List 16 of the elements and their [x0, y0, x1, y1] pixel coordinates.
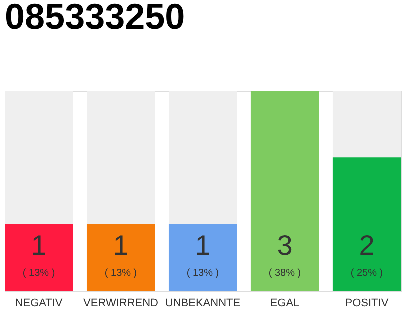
x-tick-label: UNBEKANNTE [165, 298, 241, 310]
data-label: 1 [113, 230, 129, 261]
data-label: 1 [31, 230, 47, 261]
x-tick-label: POSITIV [345, 298, 390, 310]
chart-title: 085333250 [5, 0, 186, 37]
annotation: ( 13% ) [22, 268, 56, 279]
data-label: 3 [277, 230, 293, 261]
data-label: 1 [195, 230, 211, 261]
annotation: ( 38% ) [268, 268, 302, 279]
annotation: ( 13% ) [104, 268, 138, 279]
x-tick-label: EGAL [270, 298, 300, 310]
annotation: ( 25% ) [350, 268, 384, 279]
x-tick-label: NEGATIV [15, 298, 64, 310]
data-label: 2 [359, 230, 375, 261]
x-tick-label: VERWIRREND [84, 298, 159, 310]
annotation: ( 13% ) [186, 268, 220, 279]
